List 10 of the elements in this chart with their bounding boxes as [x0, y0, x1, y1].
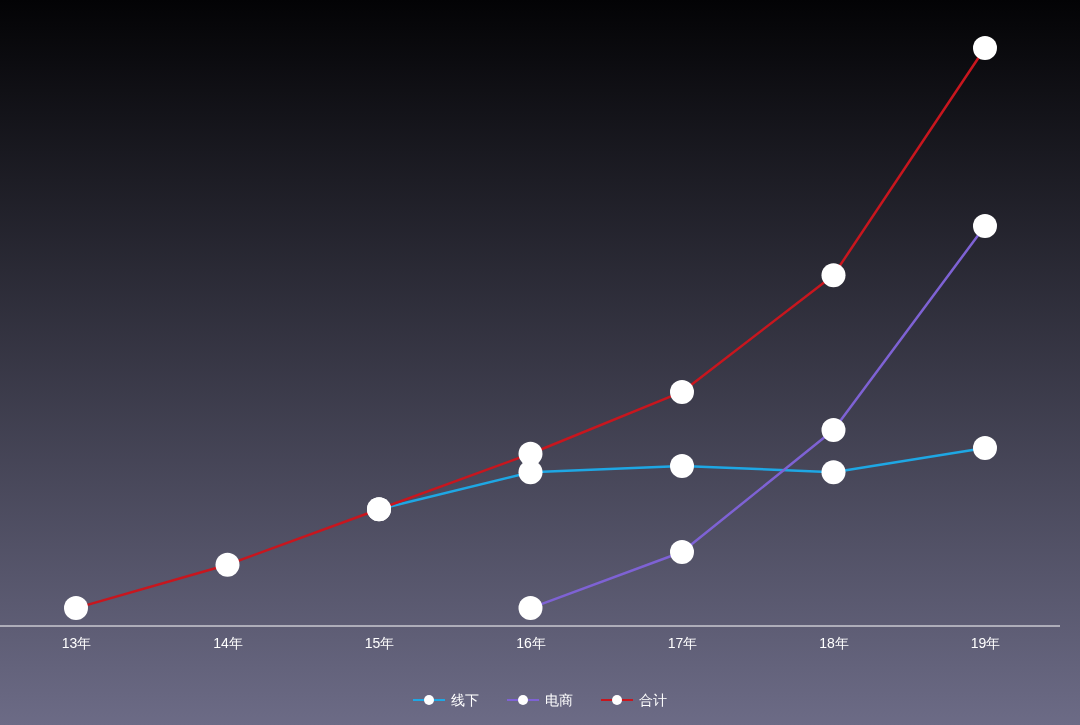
x-tick-label: 17年	[667, 634, 698, 651]
x-tick-label: 15年	[364, 634, 395, 651]
x-tick-label: 16年	[516, 634, 546, 651]
x-tick-label: 14年	[213, 634, 243, 651]
x-tick-label: 18年	[819, 634, 849, 651]
legend-label: 线下	[451, 691, 479, 708]
legend-label: 合计	[639, 691, 667, 708]
x-tick-label: 13年	[61, 634, 92, 651]
x-tick-label: 19年	[970, 634, 1001, 651]
legend-label: 电商	[545, 691, 573, 708]
